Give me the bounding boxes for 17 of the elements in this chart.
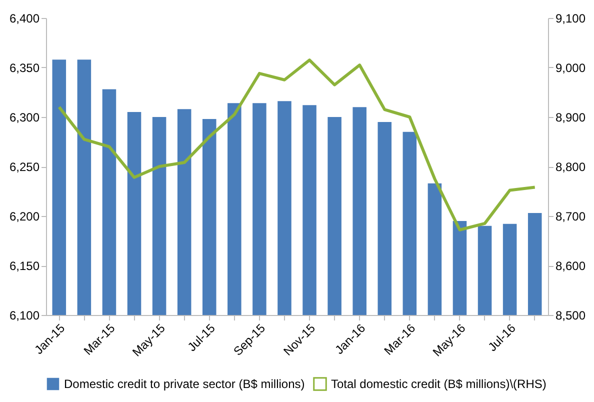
y2-tick-label: 9,100 bbox=[556, 12, 586, 26]
y-tick-label: 6,350 bbox=[9, 61, 40, 75]
legend-label: Total domestic credit (B$ millions)\(RHS) bbox=[331, 377, 546, 391]
y2-tick-label: 9,000 bbox=[556, 61, 586, 75]
legend-label: Domestic credit to private sector (B$ millions) bbox=[64, 377, 305, 391]
y2-tick-label: 8,600 bbox=[556, 259, 586, 273]
line-series bbox=[58, 58, 536, 232]
y2-tick-label: 8,900 bbox=[556, 110, 586, 124]
y-tick-label: 6,300 bbox=[9, 110, 40, 124]
y2-tick-label: 8,800 bbox=[556, 160, 586, 174]
y2-tick-label: 8,500 bbox=[556, 308, 586, 322]
y-tick-label: 6,100 bbox=[9, 308, 40, 322]
y-tick-label: 6,250 bbox=[9, 160, 40, 174]
y-tick-label: 6,150 bbox=[9, 259, 40, 273]
y2-tick-label: 8,700 bbox=[556, 210, 586, 224]
y-tick-label: 6,200 bbox=[9, 210, 40, 224]
y-tick-label: 6,400 bbox=[9, 12, 40, 26]
